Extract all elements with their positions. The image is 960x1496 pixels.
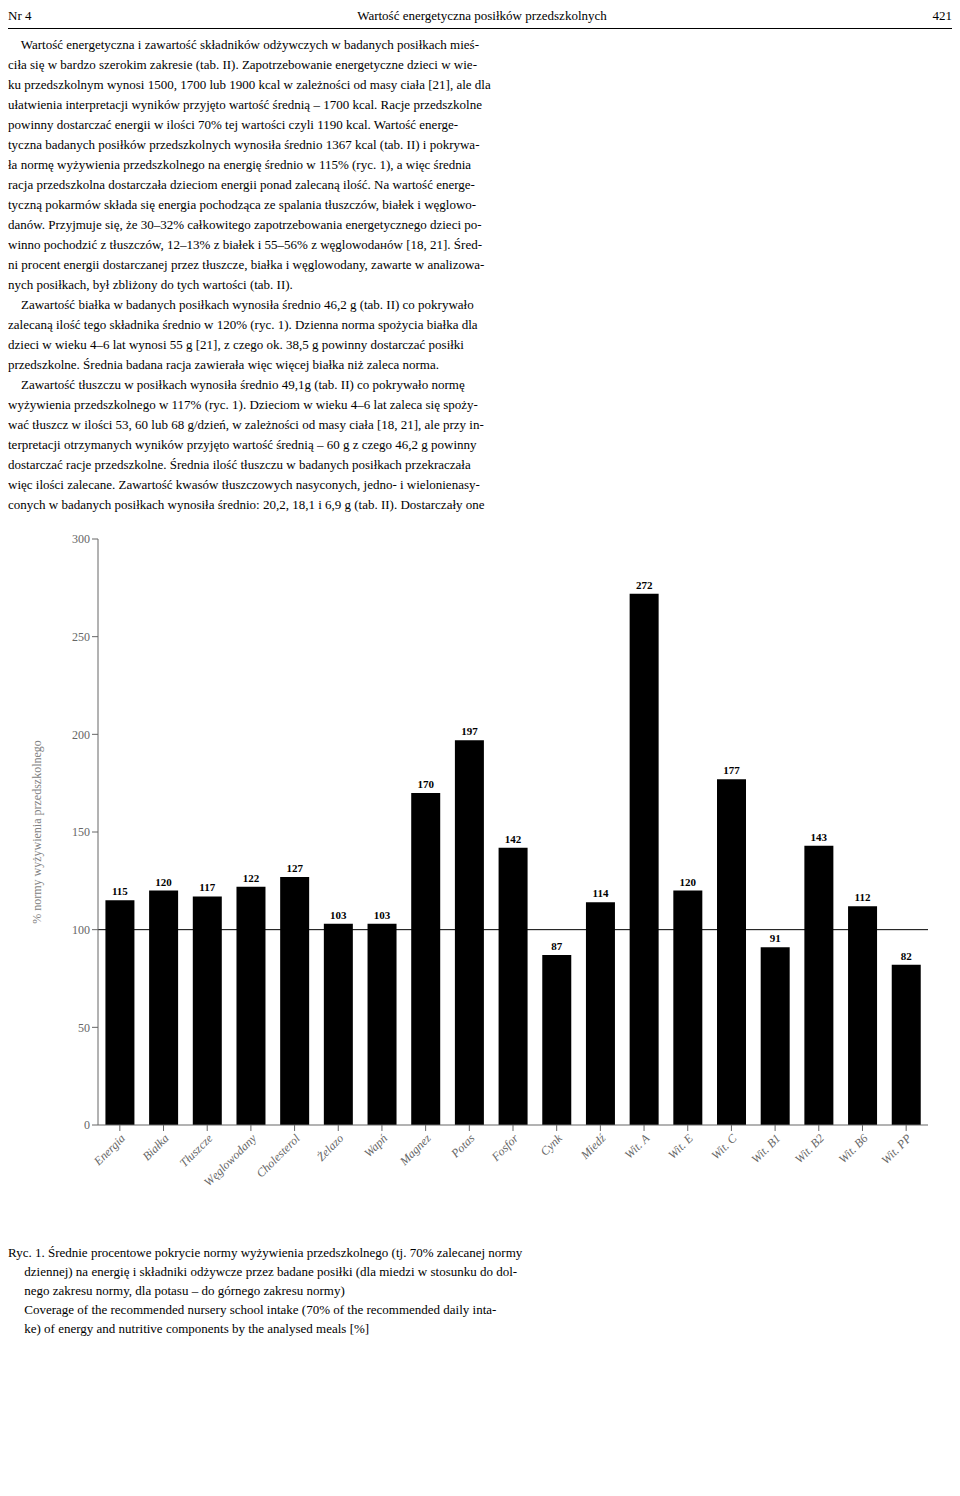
svg-text:Cholesterol: Cholesterol xyxy=(254,1131,304,1181)
svg-text:120: 120 xyxy=(155,876,172,888)
html-text:Ryc. 1. Średnie procentowe pok: Ryc. 1. Średnie procentowe pokrycie norm… xyxy=(8,1245,523,1260)
svg-text:Potas: Potas xyxy=(448,1131,478,1161)
html-text:ciła się w bardzo szerokim zak: ciła się w bardzo szerokim zakresie (tab… xyxy=(8,57,477,72)
svg-text:250: 250 xyxy=(72,630,90,644)
svg-text:103: 103 xyxy=(330,909,347,921)
svg-text:Wit. C: Wit. C xyxy=(708,1131,740,1163)
svg-text:50: 50 xyxy=(78,1021,90,1035)
html-text:tyczna badanych posiłków przed: tyczna badanych posiłków przedszkolnych … xyxy=(8,137,480,152)
html-text:zalecaną ilość tego składnika: zalecaną ilość tego składnika średnio w … xyxy=(8,317,478,332)
html-text:Zawartość białka w badanych po: Zawartość białka w badanych posiłkach wy… xyxy=(8,297,474,312)
html-text:więc ilości zalecane. Zawartoś: więc ilości zalecane. Zawartość kwasów t… xyxy=(8,477,480,492)
svg-text:Wit. PP: Wit. PP xyxy=(878,1131,914,1167)
html-text:nych posiłkach, był zbliżony d: nych posiłkach, był zbliżony do tych war… xyxy=(8,277,293,292)
svg-text:112: 112 xyxy=(855,891,871,903)
html-text:dziennej) na energię i składni: dziennej) na energię i składniki odżywcz… xyxy=(8,1264,518,1279)
html-text:Coverage of the recommended nu: Coverage of the recommended nursery scho… xyxy=(8,1302,497,1317)
svg-text:Wit. A: Wit. A xyxy=(622,1131,653,1162)
html-text:winno pochodzić z tłuszczów, 1: winno pochodzić z tłuszczów, 12–13% z bi… xyxy=(8,237,482,252)
html-text:przedszkolne. Średnia badana r: przedszkolne. Średnia badana racja zawie… xyxy=(8,357,439,372)
html-text:ku przedszkolnym wynosi 1500,: ku przedszkolnym wynosi 1500, 1700 lub 1… xyxy=(8,77,491,92)
svg-text:Wit. B1: Wit. B1 xyxy=(748,1131,783,1166)
html-text:421: 421 xyxy=(932,8,952,23)
html-text:Nr 4: Nr 4 xyxy=(8,8,32,23)
svg-text:197: 197 xyxy=(461,725,478,737)
html-text:dzieci w wieku 4–6 lat wynosi: dzieci w wieku 4–6 lat wynosi 55 g [21],… xyxy=(8,337,464,352)
svg-text:82: 82 xyxy=(901,950,913,962)
html-text:Wartość energetyczna posiłków: Wartość energetyczna posiłków przedszkol… xyxy=(357,8,607,23)
html-text:wyżywienia przedszkolnego w 11: wyżywienia przedszkolnego w 117% (ryc. 1… xyxy=(8,397,478,412)
html-text:ła normę wyżywienia przedszkol: ła normę wyżywienia przedszkolnego na en… xyxy=(8,157,472,172)
svg-text:Białka: Białka xyxy=(140,1131,172,1163)
html-text:nego zakresu normy, dla potasu: nego zakresu normy, dla potasu – do górn… xyxy=(8,1283,345,1298)
html-text:tyczną pokarmów składa się ene: tyczną pokarmów składa się energia pocho… xyxy=(8,197,477,212)
html-text:Zawartość tłuszczu w posiłkach: Zawartość tłuszczu w posiłkach wynosiła … xyxy=(8,377,465,392)
svg-text:170: 170 xyxy=(417,778,434,790)
html-text:powinny dostarczać energii w i: powinny dostarczać energii w ilości 70% … xyxy=(8,117,459,132)
svg-text:177: 177 xyxy=(723,764,740,776)
svg-text:103: 103 xyxy=(374,909,391,921)
svg-text:272: 272 xyxy=(636,579,653,591)
svg-text:300: 300 xyxy=(72,532,90,546)
svg-text:117: 117 xyxy=(199,881,215,893)
svg-text:120: 120 xyxy=(680,876,697,888)
html-text:ke) of energy and nutritive co: ke) of energy and nutritive components b… xyxy=(8,1321,370,1336)
svg-text:Fosfor: Fosfor xyxy=(488,1131,521,1164)
svg-text:200: 200 xyxy=(72,728,90,742)
html-text:wać tłuszcz w ilości 53, 60 lu: wać tłuszcz w ilości 53, 60 lub 68 g/dzi… xyxy=(8,417,484,432)
html-text:conych w badanych posiłkach wy: conych w badanych posiłkach wynosiła śre… xyxy=(8,497,485,512)
svg-text:Magnez: Magnez xyxy=(396,1131,434,1169)
html-text:ułatwienia interpretacji wynik: ułatwienia interpretacji wyników przyjęt… xyxy=(8,97,482,112)
svg-text:150: 150 xyxy=(72,825,90,839)
svg-text:Węglowodany: Węglowodany xyxy=(201,1131,259,1189)
svg-text:Wit. E: Wit. E xyxy=(665,1131,696,1162)
html-text:dostarczać racje przedszkolne.: dostarczać racje przedszkolne. Średnia i… xyxy=(8,457,471,472)
html-text:racja przedszkolna dostarczała: racja przedszkolna dostarczała dzieciom … xyxy=(8,177,475,192)
svg-text:Tłuszcze: Tłuszcze xyxy=(177,1131,216,1170)
svg-text:100: 100 xyxy=(72,923,90,937)
svg-text:Wit. B2: Wit. B2 xyxy=(792,1131,827,1166)
html-text:Wartość energetyczna i zawarto: Wartość energetyczna i zawartość składni… xyxy=(8,37,479,52)
svg-text:% normy wyżywienia przedszkoln: % normy wyżywienia przedszkolnego xyxy=(30,740,44,924)
svg-text:91: 91 xyxy=(770,932,781,944)
svg-text:Miedź: Miedź xyxy=(577,1131,609,1163)
svg-text:0: 0 xyxy=(84,1118,90,1132)
svg-text:114: 114 xyxy=(592,887,608,899)
svg-text:Energia: Energia xyxy=(90,1131,128,1169)
svg-text:Cynk: Cynk xyxy=(537,1131,565,1159)
svg-text:Wapń: Wapń xyxy=(361,1131,390,1160)
svg-text:Żelazo: Żelazo xyxy=(314,1131,347,1164)
svg-text:Wit. B6: Wit. B6 xyxy=(836,1131,871,1166)
svg-text:142: 142 xyxy=(505,833,522,845)
html-text:ni procent energii dostarczane: ni procent energii dostarczanej przez tł… xyxy=(8,257,485,272)
html-text:danów. Przyjmuje się, że 30–32: danów. Przyjmuje się, że 30–32% całkowit… xyxy=(8,217,482,232)
svg-text:143: 143 xyxy=(811,831,828,843)
svg-text:122: 122 xyxy=(243,872,260,884)
html-text:terpretacji otrzymanych wynikó: terpretacji otrzymanych wyników przyjęto… xyxy=(8,437,477,452)
svg-text:87: 87 xyxy=(551,940,563,952)
svg-text:115: 115 xyxy=(112,885,128,897)
svg-text:127: 127 xyxy=(286,862,303,874)
